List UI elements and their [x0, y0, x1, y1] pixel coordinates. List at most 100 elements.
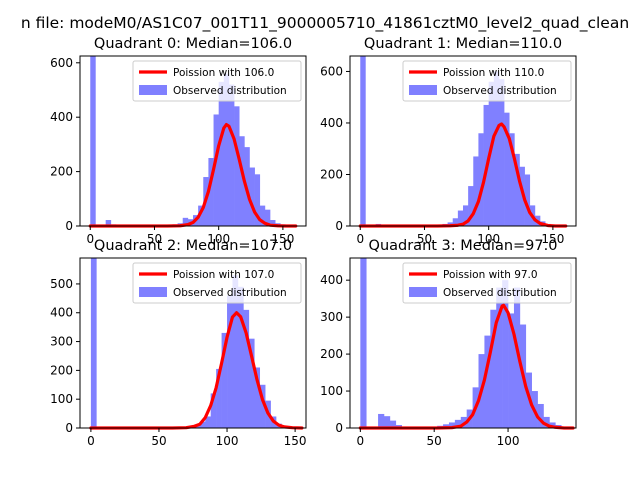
histogram-bar: [228, 84, 235, 226]
legend: Poission with 97.0 Observed distribution: [402, 262, 572, 304]
x-tick-label: 100: [216, 434, 239, 448]
histogram-bar: [468, 186, 474, 226]
legend-box: [402, 60, 572, 102]
histogram-bar: [216, 368, 222, 428]
x-tick-label: 0: [356, 232, 364, 246]
histogram-bar: [452, 218, 459, 226]
histogram-bar: [504, 112, 510, 226]
histogram-bar: [270, 220, 276, 226]
histogram-bar: [264, 209, 271, 226]
legend-label-poisson: Poission with 97.0: [443, 269, 538, 281]
y-tick-label: 200: [320, 347, 343, 361]
histogram-bar: [493, 71, 500, 226]
axes-frame: [349, 55, 577, 227]
histogram-bar: [249, 167, 255, 226]
x-tick-label: 150: [271, 232, 294, 246]
histogram-bar: [448, 422, 456, 428]
histogram-bar: [463, 205, 469, 226]
y-tick-label: 300: [320, 310, 343, 324]
quadrant-1-subplot: Quadrant 1: Median=110.0 0 50 100 150 0 200 40…: [320, 36, 577, 246]
legend-patch-swatch: [139, 85, 167, 95]
y-tick-label: 400: [320, 116, 343, 130]
histogram-bar: [243, 309, 250, 428]
histogram-bar: [383, 416, 391, 428]
y-tick-label: 600: [320, 64, 343, 78]
legend-label-poisson: Poission with 107.0: [173, 269, 274, 281]
histogram-bar: [198, 205, 204, 226]
y-tick-label: 500: [50, 277, 73, 291]
quadrant-2-subplot: Quadrant 2: Median=107.0 0 50 100 150 0 100 20…: [50, 238, 306, 448]
histogram-bar: [454, 419, 462, 428]
x-tick-label: 100: [477, 232, 500, 246]
histogram-bar: [199, 421, 206, 428]
histogram-bar: [360, 56, 366, 226]
x-tick-label: 100: [207, 232, 230, 246]
y-tick-label: 0: [65, 219, 73, 233]
legend: Poission with 106.0 Observed distribution: [132, 60, 302, 102]
histogram-bar: [488, 81, 495, 227]
y-tick-label: 200: [50, 363, 73, 377]
quadrant-2-title: Quadrant 2: Median=107.0: [94, 238, 292, 254]
y-tick-label: 0: [335, 421, 343, 435]
histogram-bar: [227, 295, 233, 428]
histogram-bar: [490, 309, 497, 428]
histogram-bar: [502, 280, 509, 428]
histogram-bar: [259, 205, 266, 226]
legend-label-poisson: Poission with 106.0: [173, 67, 274, 79]
legend: Poission with 110.0 Observed distribution: [402, 60, 572, 102]
y-tick-label: 0: [335, 219, 343, 233]
histogram-bar: [90, 56, 96, 226]
quadrant-3-subplot: Quadrant 3: Median=97.0 0 50 100 0 100 200 300…: [320, 238, 577, 448]
histogram-bar: [473, 156, 479, 226]
histogram-bar: [254, 367, 261, 428]
quadrant-1-title: Quadrant 1: Median=110.0: [364, 36, 562, 52]
x-tick-label: 150: [284, 434, 307, 448]
histogram-bar: [498, 79, 505, 226]
histogram-bar: [205, 416, 211, 428]
y-tick-label: 100: [320, 384, 343, 398]
poisson-curve: [358, 303, 575, 430]
histogram-bar: [237, 286, 244, 428]
histogram-bar: [218, 81, 225, 226]
y-tick-label: 100: [50, 392, 73, 406]
figure-suptitle: n file: modeM0/AS1C07_001T11_9000005710_…: [21, 14, 629, 33]
histogram-bar: [537, 403, 544, 428]
histogram-bar: [508, 313, 515, 428]
axes-frame: [79, 257, 307, 429]
x-tick-label: 50: [417, 232, 432, 246]
legend-label-observed: Observed distribution: [443, 85, 557, 97]
legend-patch-swatch: [409, 287, 437, 297]
legend-box: [402, 262, 572, 304]
quadrant-0-title: Quadrant 0: Median=106.0: [94, 36, 292, 52]
histogram-bar: [223, 73, 230, 227]
legend-label-observed: Observed distribution: [173, 287, 287, 299]
y-tick-label: 200: [50, 165, 73, 179]
histogram-bar: [443, 424, 450, 428]
y-tick-label: 600: [50, 56, 73, 70]
poisson-curve: [88, 122, 298, 228]
quadrant-0-subplot: Quadrant 0: Median=106.0 0 50 100 150 0 200 40…: [50, 36, 307, 246]
histogram-bar: [378, 413, 385, 428]
histogram-bar: [239, 136, 245, 226]
legend: Poission with 107.0 Observed distribution: [132, 262, 302, 304]
x-tick-label: 50: [151, 434, 166, 448]
x-tick-label: 50: [427, 434, 442, 448]
histogram-bar: [234, 106, 240, 226]
histogram-bar: [208, 158, 214, 226]
y-tick-label: 300: [50, 335, 73, 349]
observed-histogram: [90, 56, 302, 227]
y-tick-label: 200: [320, 167, 343, 181]
histogram-bar: [543, 416, 550, 428]
x-tick-label: 0: [357, 434, 365, 448]
y-tick-label: 0: [65, 421, 73, 435]
histogram-bar: [105, 220, 112, 226]
histogram-bar: [496, 287, 503, 428]
histogram-bar: [210, 393, 217, 428]
x-tick-label: 50: [147, 232, 162, 246]
histogram-bar: [478, 133, 484, 226]
legend-label-observed: Observed distribution: [173, 85, 287, 97]
histogram-bar: [514, 153, 520, 226]
quadrant-3-title: Quadrant 3: Median=97.0: [369, 238, 558, 254]
legend-label-observed: Observed distribution: [443, 287, 557, 299]
